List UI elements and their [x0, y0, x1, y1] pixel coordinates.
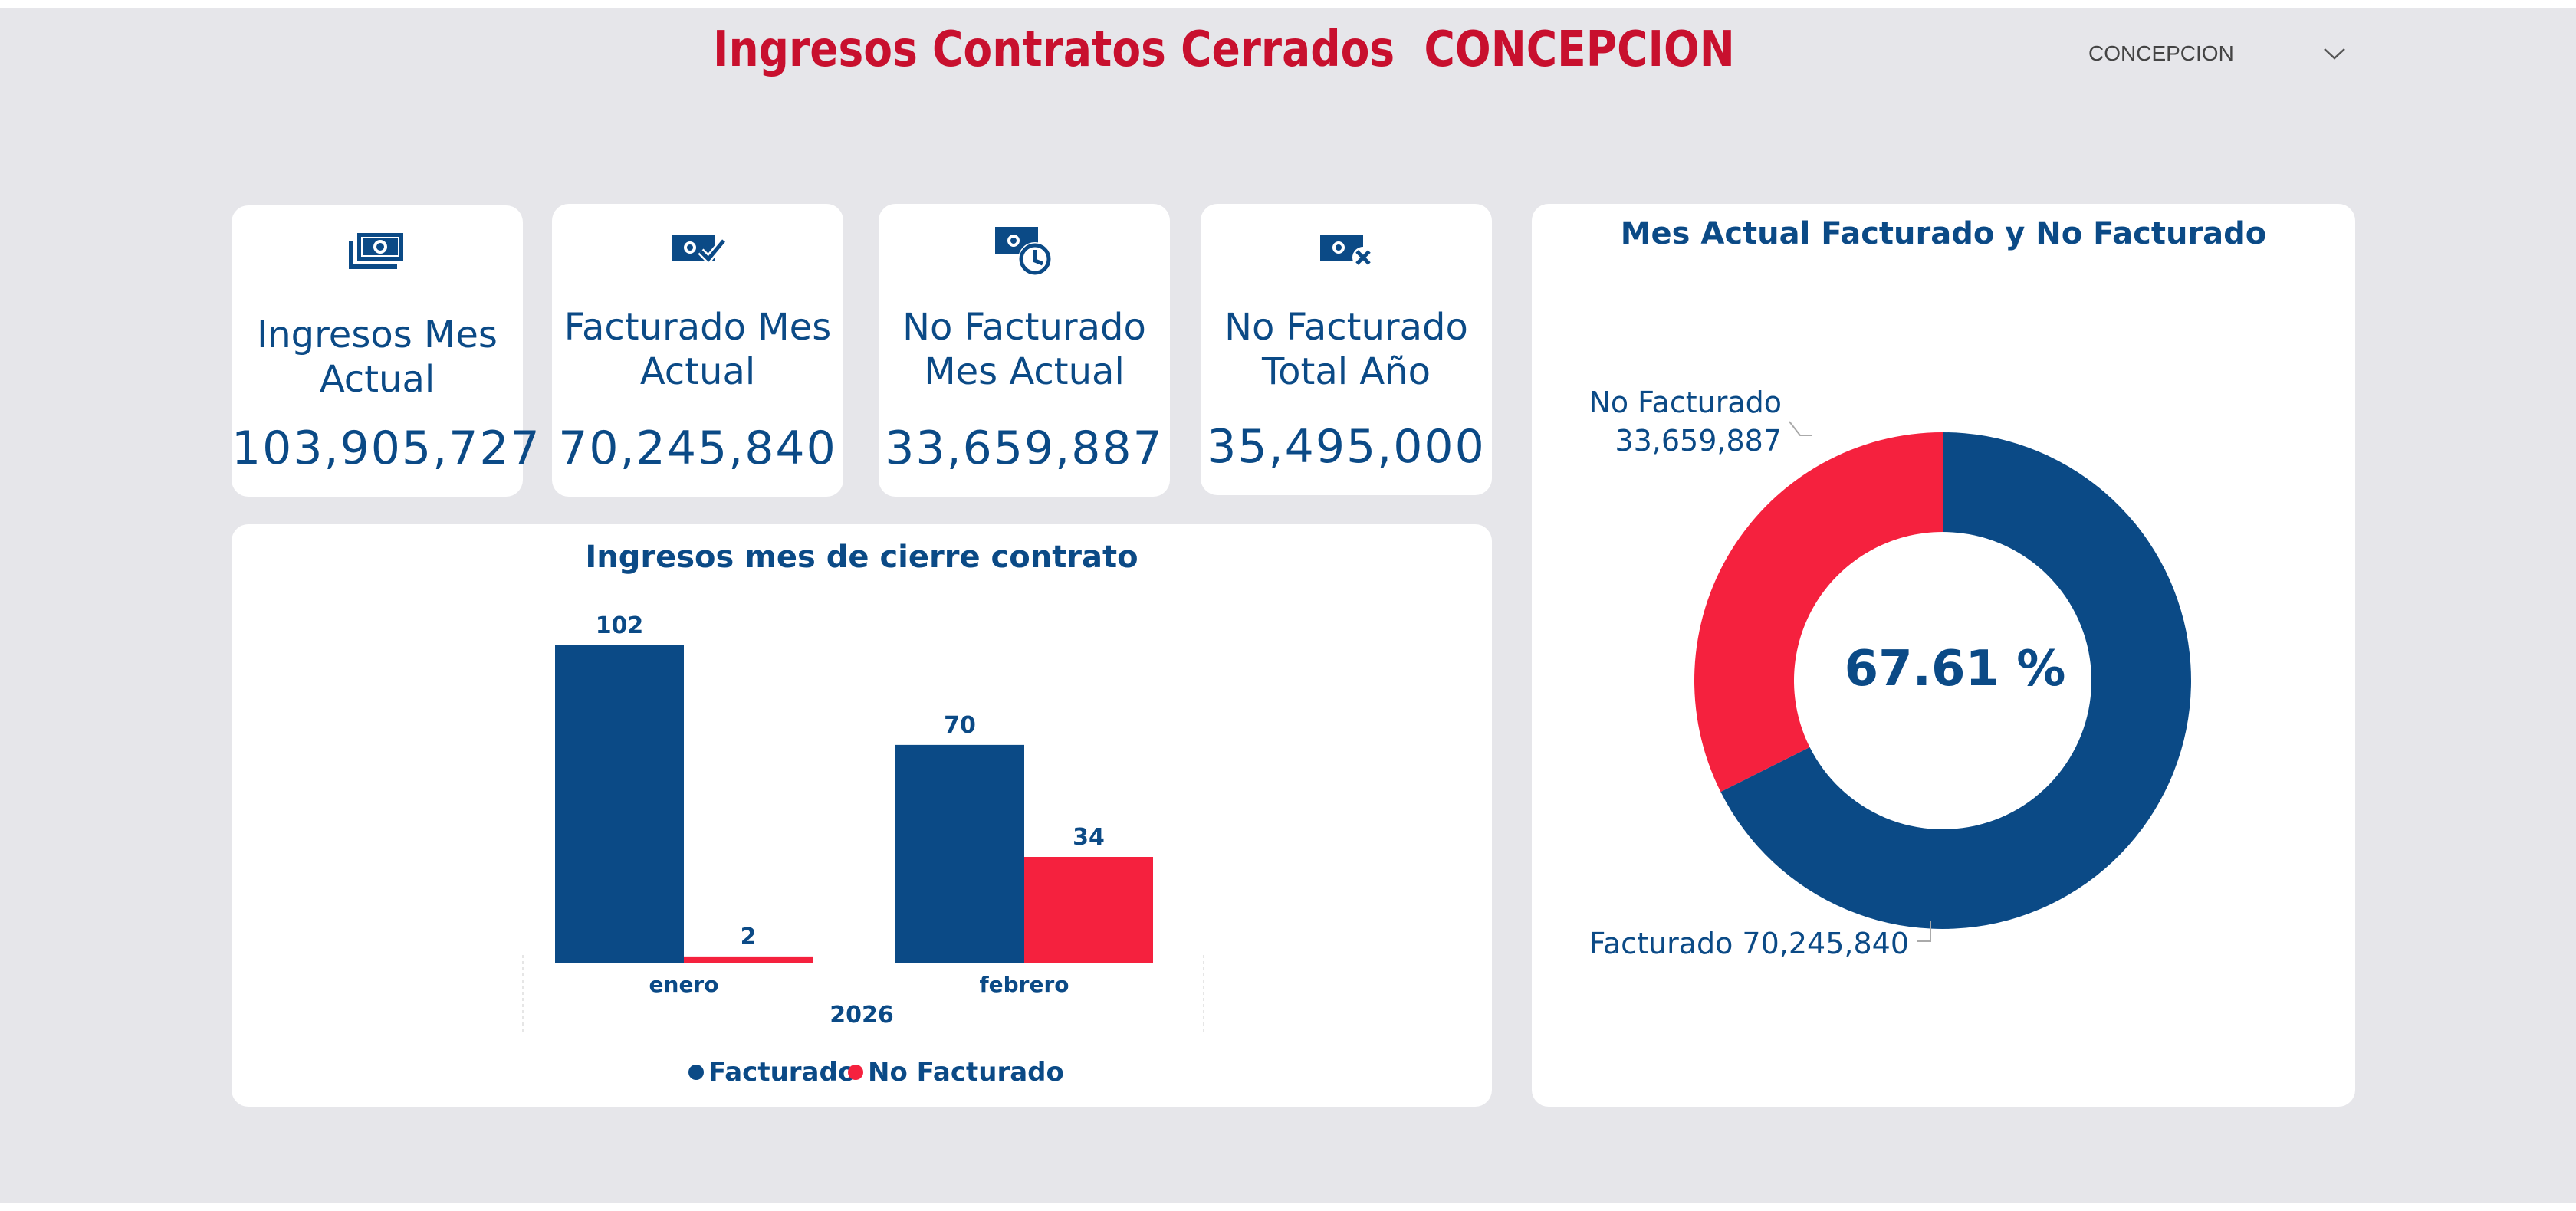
bar-no-facturado-febrero[interactable]: [1024, 857, 1153, 963]
kpi-value: 35,495,000: [1207, 420, 1486, 474]
x-group-label: 2026: [830, 1002, 894, 1029]
kpi-card-facturado-mes-actual: Facturado Mes Actual 70,245,840: [552, 204, 843, 497]
bar-data-label: 2: [741, 924, 757, 950]
legend-label[interactable]: No Facturado: [868, 1057, 1064, 1088]
kpi-label: Ingresos Mes Actual: [257, 313, 498, 401]
kpi-label: No Facturado Mes Actual: [902, 306, 1146, 393]
leader-line-facturado: [1917, 921, 1931, 942]
kpi-value: 33,659,887: [885, 422, 1164, 475]
donut-center-label: 67.61 %: [1845, 641, 2066, 697]
bar-no-facturado-enero[interactable]: [684, 956, 813, 963]
donut-slice-no-facturado[interactable]: [1694, 432, 1943, 793]
kpi-card-no-facturado-mes-actual: No Facturado Mes Actual 33,659,887: [879, 204, 1170, 497]
x-tick-label: febrero: [979, 972, 1069, 997]
money-clock-icon: [995, 227, 1052, 276]
money-check-icon: [672, 235, 727, 265]
kpi-value: 70,245,840: [558, 422, 837, 475]
bar-data-label: 34: [1073, 824, 1105, 851]
bar-data-label: 70: [944, 712, 976, 739]
donut-chart-panel: Mes Actual Facturado y No Facturado 67.6…: [1532, 204, 2355, 1107]
bar-facturado-febrero[interactable]: [895, 744, 1024, 963]
bar-data-label: 102: [596, 612, 644, 639]
location-slicer[interactable]: CONCEPCION: [2070, 34, 2346, 74]
legend-marker: [688, 1065, 704, 1080]
kpi-card-no-facturado-total-ano: No Facturado Total Año 35,495,000: [1201, 204, 1492, 495]
donut-label-facturado: Facturado 70,245,840: [1589, 927, 1909, 960]
kpi-label: Facturado Mes Actual: [564, 306, 832, 393]
donut-chart: 67.61 % No Facturado 33,659,887 Facturad…: [1589, 386, 2191, 960]
donut-chart-title: Mes Actual Facturado y No Facturado: [1620, 216, 2267, 251]
money-x-icon: [1320, 235, 1374, 268]
bar-chart: 102 2 70 34 enero febrero 2026 Facturado No F…: [522, 612, 1204, 1088]
kpi-card-ingresos-mes-actual: Ingresos Mes Actual 103,905,727: [232, 205, 541, 497]
donut-label-no-facturado-value: 33,659,887: [1615, 424, 1782, 458]
chevron-down-icon[interactable]: [2323, 46, 2346, 61]
leader-line-no-facturado: [1789, 421, 1812, 436]
legend-marker: [848, 1065, 863, 1080]
slicer-value: CONCEPCION: [2088, 41, 2234, 65]
bar-facturado-enero[interactable]: [555, 645, 684, 963]
x-tick-label: enero: [649, 972, 719, 997]
money-stack-icon: [349, 233, 403, 269]
page-title: Ingresos Contratos Cerrados CONCEPCION: [713, 21, 1735, 78]
report-canvas: Ingresos Contratos Cerrados CONCEPCION C…: [0, 8, 2576, 1203]
donut-slice-facturado[interactable]: [1720, 432, 2191, 929]
kpi-value: 103,905,727: [232, 422, 541, 475]
kpi-label: No Facturado Total Año: [1224, 306, 1468, 393]
donut-label-no-facturado-name: No Facturado: [1589, 386, 1782, 419]
bar-chart-title: Ingresos mes de cierre contrato: [585, 540, 1138, 575]
bar-chart-panel: Ingresos mes de cierre contrato 102 2 70 34…: [232, 524, 1492, 1107]
legend-label[interactable]: Facturado: [708, 1057, 856, 1088]
